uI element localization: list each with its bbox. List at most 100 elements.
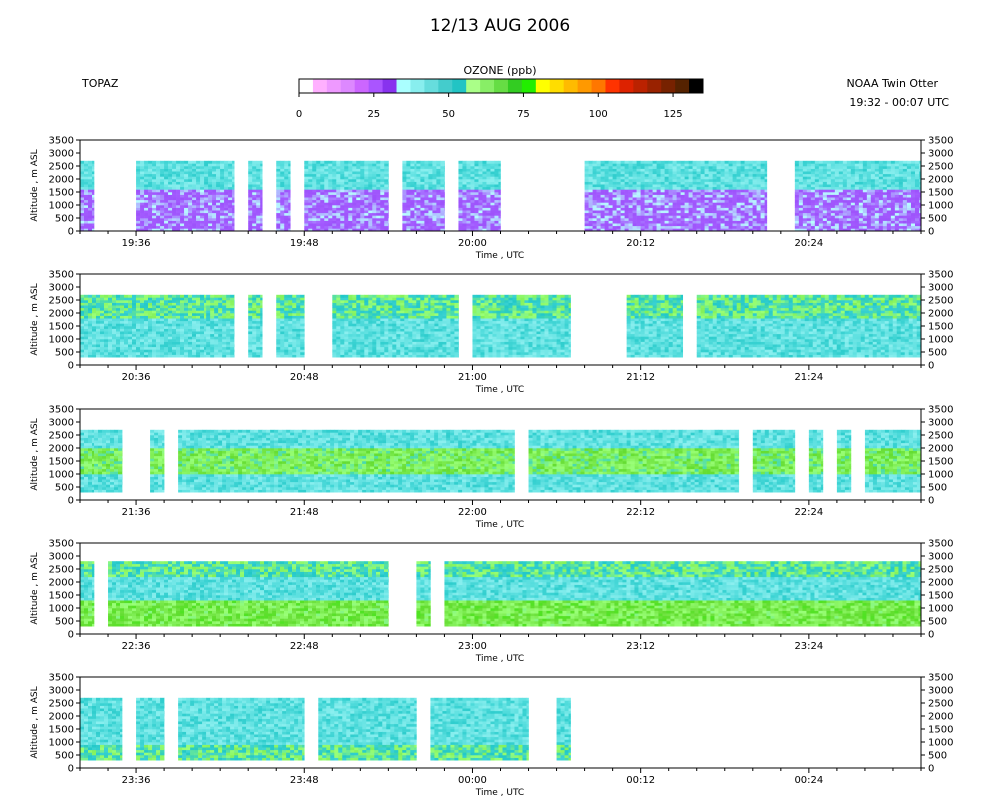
ozone-cell [835,187,839,190]
ozone-cell [895,176,899,179]
ozone-cell [112,352,116,355]
ozone-cell [470,205,474,208]
ozone-cell [621,221,625,224]
ozone-cell [831,197,835,200]
ozone-cell [148,313,152,316]
ozone-cell [709,208,713,211]
ozone-cell [673,189,677,192]
ozone-cell [605,161,609,164]
ozone-cell [470,213,474,216]
ozone-cell [721,226,725,229]
ozone-cell [336,184,340,187]
ozone-cell [863,163,867,166]
ozone-cell [380,205,384,208]
ozone-cell [248,187,252,190]
ozone-cell [685,197,689,200]
ozone-cell [406,169,410,172]
ozone-cell [717,187,721,190]
ozone-cell [352,184,356,187]
ozone-cell [823,171,827,174]
ozone-cell [328,223,332,226]
y-tick-label: 2000 [49,175,74,186]
ozone-cell [92,344,96,347]
ozone-cell [356,213,360,216]
ozone-cell [498,221,500,224]
ozone-cell [136,297,140,300]
ozone-cell [406,200,410,203]
ozone-cell [348,197,352,200]
ozone-cell [148,355,152,358]
ozone-cell [677,197,681,200]
ozone-cell [725,163,729,166]
ozone-cell [92,331,96,334]
ozone-cell [903,179,907,182]
ozone-cell [152,210,156,213]
ozone-cell [184,163,188,166]
ozone-cell [200,176,204,179]
ozone-cell [304,226,308,229]
ozone-cell [402,223,406,226]
ozone-cell [164,171,168,174]
ozone-cell [324,169,328,172]
ozone-cell [220,208,224,211]
ozone-cell [440,197,444,200]
ozone-cell [681,163,685,166]
ozone-cell [633,192,637,195]
ozone-cell [871,174,875,177]
ozone-cell [128,316,132,319]
ozone-cell [891,166,895,169]
ozone-cell [168,210,172,213]
ozone-cell [815,192,819,195]
ozone-cell [132,318,136,321]
ozone-cell [613,210,617,213]
ozone-cell [414,221,416,224]
ozone-cell [907,182,911,185]
ozone-cell [308,215,312,218]
ozone-cell [803,218,807,221]
ozone-cell [156,331,160,334]
ozone-cell [440,176,444,179]
ozone-cell [188,208,192,211]
ozone-cell [478,223,482,226]
ozone-cell [757,182,761,185]
ozone-cell [224,210,228,213]
ozone-cell [669,184,673,187]
ozone-cell [637,166,641,169]
ozone-cell [360,218,364,221]
ozone-cell [609,200,613,203]
ozone-cell [148,202,152,205]
ozone-cell [336,187,340,190]
ozone-cell [196,197,200,200]
ozone-cell [705,163,709,166]
ozone-cell [605,189,609,192]
ozone-cell [188,226,192,229]
ozone-cell [803,197,807,200]
ozone-cell [212,208,216,211]
ozone-cell [328,208,332,211]
ozone-cell [136,349,140,352]
ozone-cell [843,184,847,187]
ozone-cell [613,163,617,166]
ozone-cell [486,200,490,203]
ozone-cell [368,182,372,185]
ozone-cell [629,163,633,166]
ozone-cell [486,213,490,216]
ozone-cell [458,166,462,169]
ozone-cell [482,179,486,182]
ozone-cell [204,169,208,172]
ozone-cell [729,189,733,192]
ozone-cell [228,221,232,224]
ozone-cell [104,326,108,329]
ozone-cell [823,176,827,179]
ozone-cell [883,223,887,226]
ozone-cell [795,176,799,179]
ozone-cell [895,195,899,198]
ozone-cell [903,213,907,216]
ozone-cell [851,189,855,192]
ozone-cell [665,184,669,187]
ozone-cell [116,334,120,337]
ozone-cell [348,221,352,224]
ozone-cell [609,174,613,177]
ozone-cell [304,208,308,211]
ozone-cell [498,171,500,174]
